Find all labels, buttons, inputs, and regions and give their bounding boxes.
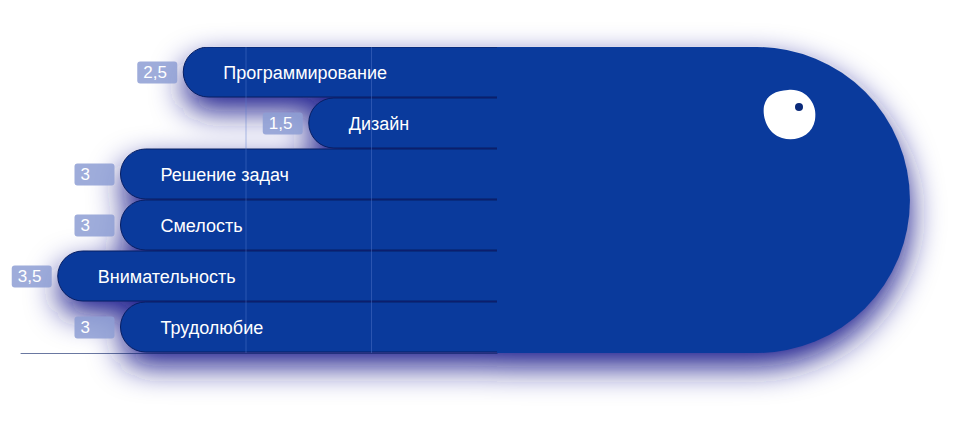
value-label-box (75, 215, 115, 237)
grid-line (246, 47, 247, 353)
bar (120, 302, 497, 352)
category-label: Смелость (161, 216, 243, 236)
plot-area (58, 47, 497, 353)
category-label: Решение задач (161, 165, 289, 185)
axis-line (21, 353, 498, 354)
value-label: 3 (81, 216, 90, 235)
bar (120, 200, 497, 250)
x-axis (21, 353, 498, 355)
chart: Программирование Дизайн Решение задач Смело… (0, 0, 962, 436)
value-label: 3 (81, 165, 90, 184)
category-label: Трудолюбие (161, 318, 264, 338)
value-label: 2,5 (143, 63, 167, 82)
value-label-box (75, 164, 115, 186)
body (497, 47, 910, 353)
value-label-box (263, 113, 303, 135)
value-label: 1,5 (269, 114, 293, 133)
category-label: Дизайн (349, 114, 410, 134)
value-label: 3,5 (18, 267, 42, 286)
bar (58, 251, 497, 301)
grid-line (371, 47, 372, 353)
eye (764, 90, 816, 139)
category-label: Программирование (223, 63, 387, 83)
bar (309, 98, 497, 148)
value-label-box (12, 266, 52, 288)
bar (183, 47, 497, 97)
category-label: Внимательность (98, 267, 236, 287)
value-label: 3 (81, 318, 90, 337)
value-label-box (137, 62, 177, 84)
bar (120, 149, 497, 199)
pupil (795, 103, 803, 111)
labels: Программирование Дизайн Решение задач Смело… (12, 62, 410, 339)
value-label-box (75, 317, 115, 339)
